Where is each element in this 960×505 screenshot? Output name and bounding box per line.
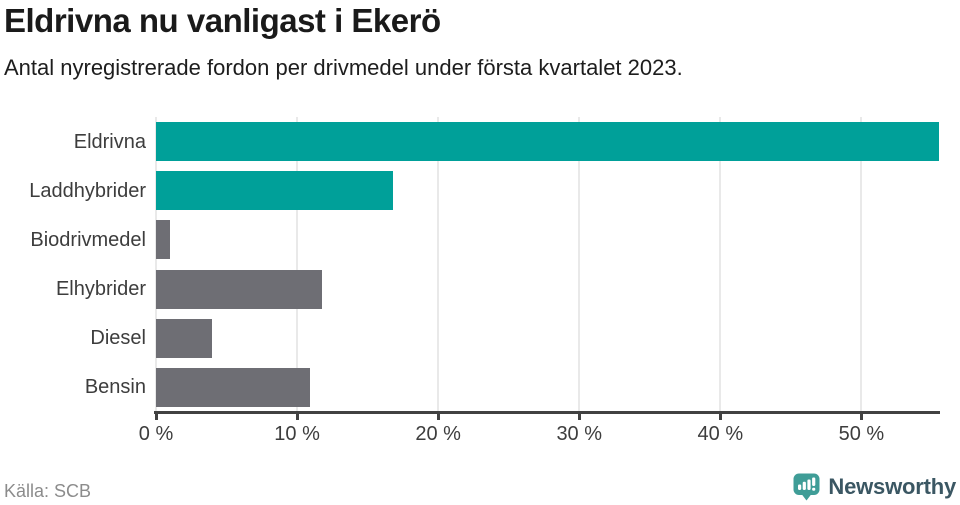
gridline-0 <box>155 117 157 411</box>
x-tick-20 <box>436 411 440 420</box>
gridline-20 <box>437 117 440 411</box>
x-tick-40 <box>718 411 722 420</box>
x-tick-label-0: 0 % <box>138 423 174 445</box>
category-label-diesel: Diesel <box>90 327 146 350</box>
gridline-30 <box>578 117 581 411</box>
bar-bensin <box>156 367 310 407</box>
category-label-elhybrider: Elhybrider <box>55 278 146 301</box>
bar-chart: Eldrivna Laddhybrider Biodrivmedel Elhybrid… <box>29 117 940 445</box>
gridline-40 <box>719 117 722 411</box>
chart-subtitle: Antal nyregistrerade fordon per drivmede… <box>4 55 683 80</box>
x-tick-label-40: 40 % <box>697 423 744 445</box>
newsworthy-wordmark: Newsworthy <box>828 474 956 499</box>
newsworthy-icon <box>793 473 820 501</box>
category-label-bensin: Bensin <box>84 376 146 399</box>
bar-biodrivmedel <box>156 220 171 260</box>
x-tick-label-20: 20 % <box>415 423 461 445</box>
bar-eldrivna <box>156 122 939 162</box>
gridline-50 <box>860 117 863 411</box>
x-tick-30 <box>577 411 581 420</box>
x-axis-line <box>154 411 940 414</box>
source-label: Källa: SCB <box>4 481 92 501</box>
x-tick-10 <box>295 411 299 420</box>
x-tick-50 <box>859 411 863 420</box>
gridline-10 <box>296 117 299 411</box>
chart-title: Eldrivna nu vanligast i Ekerö <box>4 2 441 39</box>
x-tick-label-50: 50 % <box>838 423 885 445</box>
category-label-eldrivna: Eldrivna <box>73 130 146 153</box>
bar-laddhybrider <box>156 171 394 211</box>
newsworthy-logo: Newsworthy <box>793 472 956 502</box>
category-label-laddhybrider: Laddhybrider <box>29 179 146 202</box>
bar-elhybrider <box>156 269 323 309</box>
bar-diesel <box>156 318 213 358</box>
category-label-biodrivmedel: Biodrivmedel <box>30 228 146 251</box>
x-tick-label-10: 10 % <box>274 423 320 445</box>
x-tick-0 <box>154 411 158 420</box>
x-tick-label-30: 30 % <box>556 423 603 445</box>
